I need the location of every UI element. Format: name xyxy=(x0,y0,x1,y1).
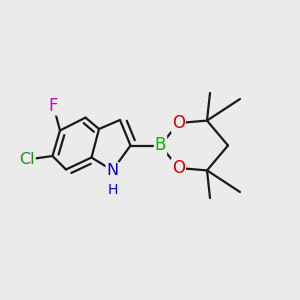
Text: O: O xyxy=(172,114,185,132)
Text: B: B xyxy=(155,136,166,154)
Text: N: N xyxy=(106,163,119,178)
Text: O: O xyxy=(172,159,185,177)
Text: F: F xyxy=(49,97,58,115)
Text: Cl: Cl xyxy=(19,152,35,167)
Text: H: H xyxy=(107,183,118,197)
